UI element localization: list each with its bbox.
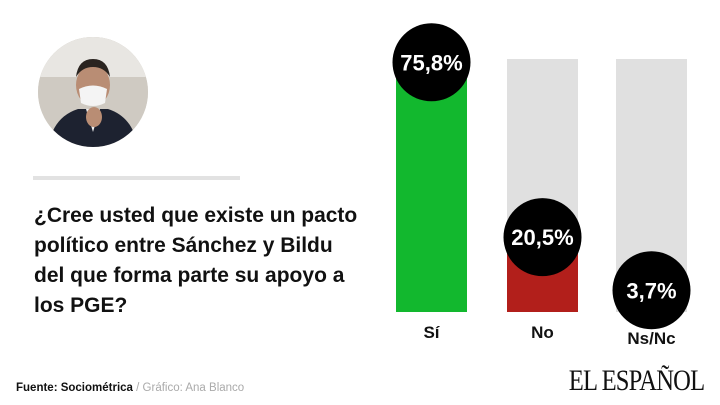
data-label: 20,5%: [511, 225, 573, 250]
value-bubble: [392, 23, 471, 102]
separator: /: [132, 382, 143, 394]
credit: Gráfico: Ana Blanco: [142, 382, 245, 394]
value-bubble: [503, 198, 582, 277]
data-label: 3,7%: [626, 278, 676, 303]
category-label: No: [531, 323, 554, 342]
footer: Fuente: Sociométrica / Gráfico: Ana Blan…: [16, 382, 244, 394]
data-label: 75,8%: [400, 50, 462, 75]
bar-0: [396, 72, 467, 312]
survey-question: ¿Cree usted que existe un pacto político…: [34, 204, 358, 317]
source: Fuente: Sociométrica: [16, 382, 133, 394]
divider: [33, 176, 240, 180]
category-label: Ns/Nc: [627, 329, 675, 348]
el-espanol-logo: EL ESPAÑOL: [568, 364, 704, 397]
value-bubble: [612, 251, 691, 330]
bar-chart: 75,8% Sí 20,5% No 3,7% Ns/Nc: [392, 23, 691, 348]
category-label: Sí: [423, 323, 440, 342]
politician-photo: [38, 37, 148, 147]
